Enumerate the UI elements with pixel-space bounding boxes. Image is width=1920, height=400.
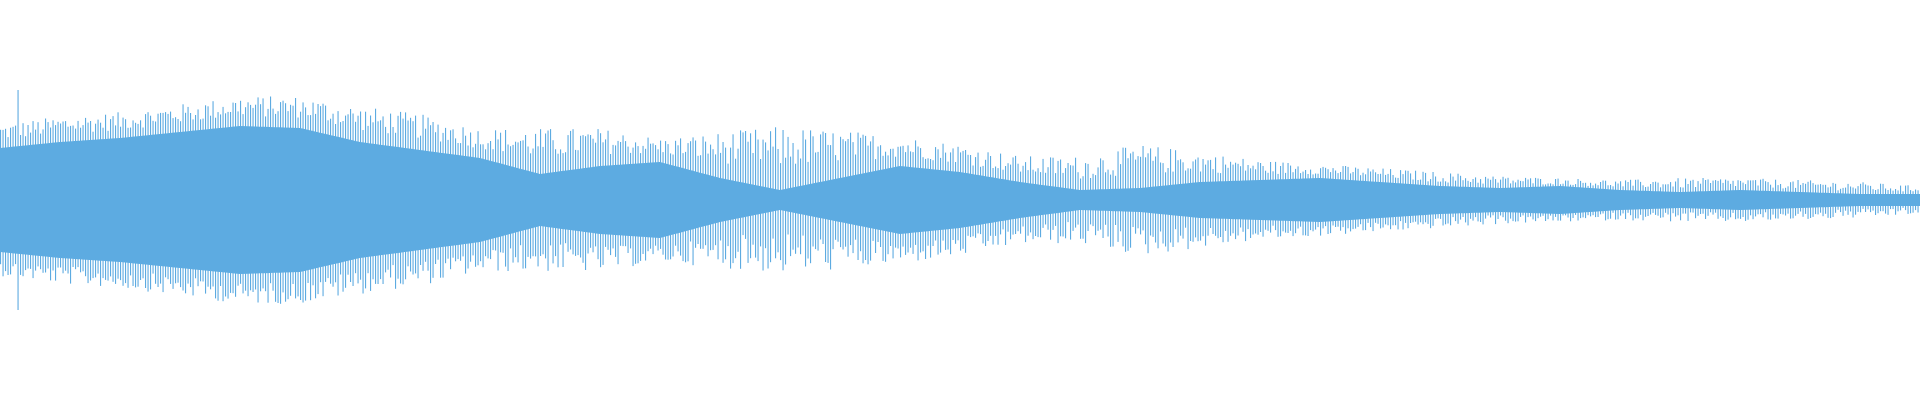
waveform-bar xyxy=(802,130,804,236)
waveform-bar xyxy=(787,136,789,235)
waveform-core xyxy=(0,126,1920,274)
waveform-bar xyxy=(780,163,782,261)
